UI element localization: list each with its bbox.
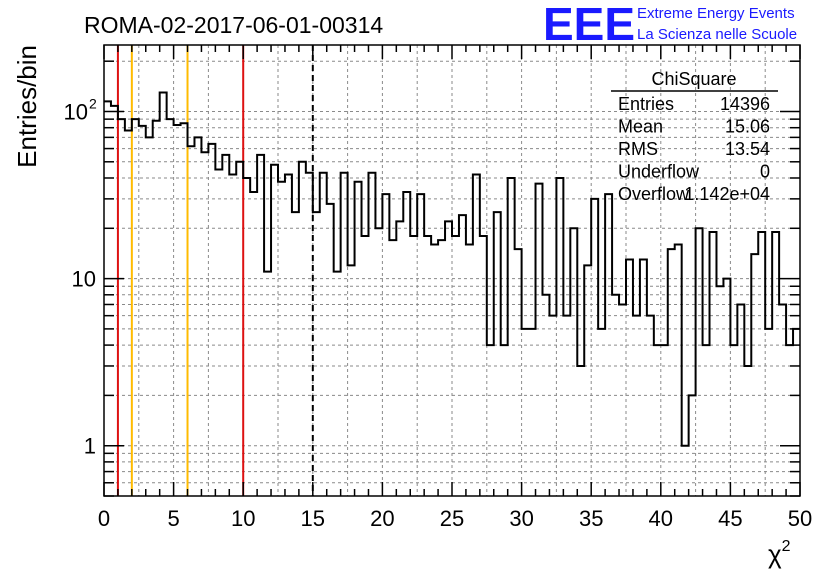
run-title: ROMA-02-2017-06-01-00314: [84, 12, 383, 38]
histogram-series: [104, 91, 800, 447]
stats-label: Mean: [618, 117, 663, 137]
x-tick-label: 40: [649, 506, 673, 531]
y-tick-label: 1: [84, 434, 96, 459]
x-tick-label: 5: [167, 506, 179, 531]
stats-value: 13.54: [725, 139, 770, 159]
stats-value: 0: [760, 162, 770, 182]
stats-title: ChiSquare: [651, 69, 736, 89]
stats-label: Underflow: [618, 162, 700, 182]
x-tick-label: 50: [788, 506, 812, 531]
x-tick-label: 20: [370, 506, 394, 531]
y-tick-label: 10: [64, 99, 88, 124]
y-tick-exponent: 2: [89, 95, 97, 111]
x-tick-label: 10: [231, 506, 255, 531]
stats-label: Overflow: [618, 184, 690, 204]
grid-lines: [104, 45, 800, 496]
y-axis-title: Entries/bin: [12, 45, 42, 168]
x-tick-label: 35: [579, 506, 603, 531]
stats-label: RMS: [618, 139, 658, 159]
y-tick-label: 10: [72, 267, 96, 292]
eee-logo-line2: La Scienza nelle Scuole: [637, 26, 797, 43]
threshold-lines: [116, 45, 314, 496]
stats-value: 1.142e+04: [684, 184, 770, 204]
x-axis-superscript: 2: [782, 538, 791, 555]
x-tick-label: 45: [718, 506, 742, 531]
stats-box: ChiSquare Entries 14396 Mean 15.06 RMS 13.54 U…: [611, 69, 778, 204]
x-axis-title: χ2: [768, 538, 791, 569]
stats-label: Entries: [618, 94, 674, 114]
axis-ticks: [103, 45, 801, 497]
x-tick-labels: 0 5 10 15 20 25 30 35 40 45 50: [98, 506, 812, 531]
stats-value: 14396: [720, 94, 770, 114]
eee-logo-mark: EEE: [543, 0, 635, 50]
eee-logo-line1: Extreme Energy Events: [637, 5, 795, 22]
x-tick-label: 15: [301, 506, 325, 531]
stats-value: 15.06: [725, 117, 770, 137]
x-tick-label: 25: [440, 506, 464, 531]
x-axis-symbol: χ: [768, 539, 782, 569]
x-tick-label: 0: [98, 506, 110, 531]
eee-logo: EEE Extreme Energy Events La Scienza nel…: [543, 0, 797, 50]
x-tick-label: 30: [509, 506, 533, 531]
